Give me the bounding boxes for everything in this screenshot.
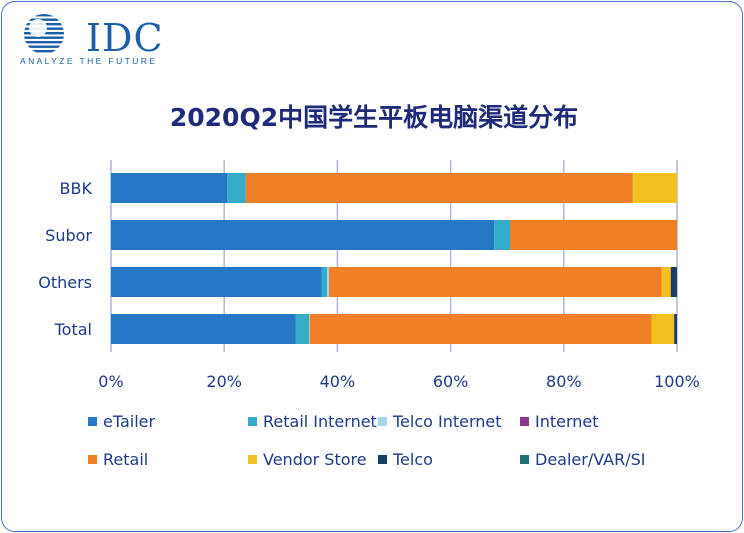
legend-label: Retail Internet: [263, 412, 377, 431]
legend-item: Retail Internet: [248, 412, 377, 431]
bar-segment: [327, 267, 329, 297]
x-tick-label: 80%: [546, 372, 582, 391]
chart-title: 2020Q2中国学生平板电脑渠道分布: [169, 103, 579, 132]
legend-swatch: [88, 455, 97, 464]
bar-segment: [245, 173, 633, 203]
x-axis-labels: 0% 20% 40% 60% 80% 100%: [98, 372, 700, 391]
bar-segment: [227, 173, 246, 203]
legend-swatch: [248, 455, 257, 464]
legend-label: Telco: [393, 450, 433, 469]
legend-label: Telco Internet: [393, 412, 502, 431]
legend-item: Dealer/VAR/SI: [520, 450, 645, 469]
bar-segment: [632, 173, 677, 203]
y-category-label: Total: [54, 320, 92, 339]
legend-swatch: [248, 417, 257, 426]
x-tick-label: 20%: [206, 372, 242, 391]
bar-segment: [111, 173, 228, 203]
logo-wordmark: IDC: [86, 16, 164, 60]
bar-segment: [670, 267, 677, 297]
idc-logo: IDC ANALYZE THE FUTURE: [16, 12, 176, 68]
idc-globe-icon: [24, 14, 64, 53]
legend-item: Telco: [378, 450, 433, 469]
legend-item: Vendor Store: [248, 450, 367, 469]
legend-label: Vendor Store: [263, 450, 367, 469]
legend-label: Dealer/VAR/SI: [535, 450, 646, 469]
legend-item: eTailer: [88, 412, 155, 431]
bar-segments: [111, 173, 677, 344]
x-tick-label: 0%: [98, 372, 123, 391]
legend-swatch: [378, 455, 387, 464]
x-tick-label: 40%: [320, 372, 356, 391]
bar-segment: [295, 314, 310, 344]
legend-swatch: [378, 417, 387, 426]
legend-item: Internet: [520, 412, 599, 431]
legend-swatch: [88, 417, 97, 426]
bar-segment: [494, 220, 511, 250]
bar-segment: [309, 314, 652, 344]
bar-segment: [111, 314, 296, 344]
x-tick-label: 100%: [654, 372, 700, 391]
bar-segment: [674, 314, 677, 344]
bar-segment: [651, 314, 675, 344]
bar-segment: [510, 220, 677, 250]
x-tick-label: 60%: [433, 372, 469, 391]
bar-segment: [111, 220, 495, 250]
bar-segment: [661, 267, 671, 297]
legend-label: Internet: [535, 412, 599, 431]
legend-label: Retail: [103, 450, 149, 469]
legend-label: eTailer: [103, 412, 156, 431]
legend-item: Telco Internet: [378, 412, 502, 431]
bar-segment: [111, 267, 322, 297]
logo-tagline: ANALYZE THE FUTURE: [20, 56, 158, 66]
y-category-label: Others: [38, 273, 92, 292]
bar-segment: [321, 267, 328, 297]
bar-segment: [309, 314, 310, 344]
legend-swatch: [520, 455, 529, 464]
y-category-label: Subor: [45, 226, 92, 245]
legend-swatch: [520, 417, 529, 426]
legend-item: Retail: [88, 450, 148, 469]
y-category-label: BBK: [60, 179, 93, 198]
y-axis-labels: BBK Subor Others Total: [38, 179, 92, 339]
bar-segment: [328, 267, 662, 297]
